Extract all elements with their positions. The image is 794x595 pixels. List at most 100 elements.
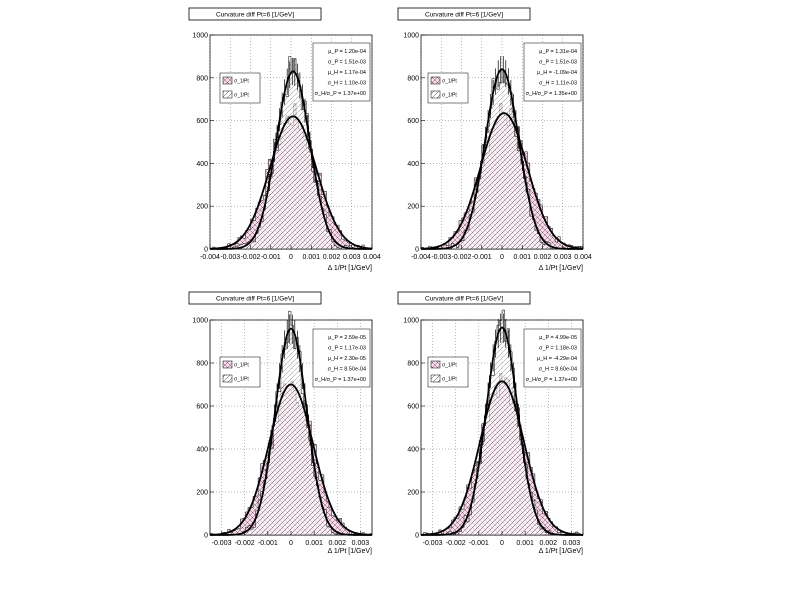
y-tick-label: 400 bbox=[196, 161, 208, 168]
x-tick-label: -0.001 bbox=[261, 254, 281, 261]
stats-box: μ_P = 1.31e-04 σ_P = 1.51e-03 μ_H = -1.0… bbox=[523, 42, 582, 102]
stat-line: σ_H = 8.60e-04 bbox=[539, 367, 577, 373]
stat-line: μ_P = 2.59e-05 bbox=[328, 335, 366, 341]
y-axis-ticks: 0 200 400 600 800 1000 bbox=[403, 33, 425, 254]
legend-entry: σ_1/Pt bbox=[442, 79, 457, 85]
x-tick-label: -0.001 bbox=[258, 540, 278, 547]
x-tick-label: 0.003 bbox=[563, 540, 581, 547]
legend-swatch bbox=[430, 76, 441, 85]
gauss-fit-wide bbox=[209, 115, 373, 250]
panel-title-box bbox=[188, 7, 322, 21]
legend-entry: σ_1/Pt bbox=[442, 363, 457, 369]
y-tick-label: 0 bbox=[415, 533, 419, 540]
y-tick-label: 600 bbox=[407, 404, 419, 411]
panel-title-box bbox=[188, 291, 322, 305]
stats-box: μ_P = 1.20e-04 σ_P = 1.51e-03 μ_H = 1.17… bbox=[312, 42, 371, 102]
legend-swatch bbox=[222, 90, 233, 99]
stat-line: σ_P = 1.18e-03 bbox=[539, 346, 577, 352]
y-tick-label: 800 bbox=[196, 75, 208, 82]
histograms bbox=[420, 309, 584, 536]
x-tick-label: 0 bbox=[500, 254, 504, 261]
x-tick-label: 0.001 bbox=[302, 254, 320, 261]
x-tick-label: -0.003 bbox=[212, 540, 232, 547]
x-axis-label: Δ 1/Pt [1/GeV] bbox=[328, 265, 372, 272]
y-tick-label: 0 bbox=[204, 247, 208, 254]
x-tick-label: 0.001 bbox=[513, 254, 531, 261]
y-tick-label: 600 bbox=[407, 118, 419, 125]
histogram-panel-3: Curvature diff Pt=6 [1/GeV] 0 200 400 600 80… bbox=[188, 291, 373, 555]
panel-title: Curvature diff Pt=6 [1/GeV] bbox=[216, 296, 294, 303]
histogram-narrow bbox=[421, 70, 584, 250]
y-tick-label: 400 bbox=[407, 161, 419, 168]
x-tick-label: -0.002 bbox=[446, 540, 466, 547]
panel-title: Curvature diff Pt=6 [1/GeV] bbox=[425, 12, 503, 19]
gauss-fit-narrow bbox=[421, 326, 583, 536]
legend-swatch bbox=[430, 374, 441, 383]
stat-line: μ_P = 1.31e-04 bbox=[539, 49, 577, 55]
x-tick-label: -0.001 bbox=[472, 254, 492, 261]
stat-line: σ_P = 1.51e-03 bbox=[328, 60, 366, 66]
y-tick-label: 1000 bbox=[403, 33, 419, 40]
x-tick-label: 0.001 bbox=[516, 540, 534, 547]
y-tick-label: 800 bbox=[407, 361, 419, 368]
x-tick-label: -0.004 bbox=[411, 254, 431, 261]
x-tick-label: 0.002 bbox=[534, 254, 552, 261]
legend-swatch bbox=[222, 374, 233, 383]
y-tick-label: 200 bbox=[407, 204, 419, 211]
y-tick-label: 600 bbox=[196, 118, 208, 125]
stat-line: μ_H = -1.09e-04 bbox=[537, 70, 577, 76]
histogram-panel-1: Curvature diff Pt=6 [1/GeV] 0 200 400 600 80… bbox=[188, 7, 381, 272]
y-axis-ticks: 0 200 400 600 800 1000 bbox=[192, 33, 214, 254]
y-tick-label: 800 bbox=[196, 361, 208, 368]
gauss-fit-wide bbox=[209, 383, 373, 536]
histograms bbox=[209, 56, 373, 250]
x-tick-label: 0 bbox=[289, 254, 293, 261]
legend-entry: σ_1/Pt bbox=[234, 93, 249, 99]
x-tick-label: 0.002 bbox=[323, 254, 341, 261]
x-tick-label: 0 bbox=[500, 540, 504, 547]
x-tick-label: -0.003 bbox=[423, 540, 443, 547]
x-tick-label: -0.002 bbox=[235, 540, 255, 547]
stats-box: μ_P = 2.59e-05 σ_P = 1.17e-03 μ_H = 2.30… bbox=[312, 328, 371, 388]
stat-line: σ_H = 8.50e-04 bbox=[328, 367, 366, 373]
x-axis-label: Δ 1/Pt [1/GeV] bbox=[539, 265, 583, 272]
x-axis-ticks: -0.003 -0.002 -0.001 0 0.001 0.002 0.003 bbox=[212, 531, 370, 547]
x-tick-label: -0.002 bbox=[452, 254, 472, 261]
histogram-panel-2: Curvature diff Pt=6 [1/GeV] 0 200 400 600 80… bbox=[397, 7, 592, 272]
x-tick-label: 0.003 bbox=[343, 254, 361, 261]
histogram-panel-4: Curvature diff Pt=6 [1/GeV] 0 200 400 600 80… bbox=[397, 291, 584, 555]
x-tick-label: 0.004 bbox=[574, 254, 592, 261]
legend-entry: σ_1/Pt bbox=[442, 93, 457, 99]
x-axis-label: Δ 1/Pt [1/GeV] bbox=[328, 548, 372, 555]
y-tick-label: 1000 bbox=[192, 33, 208, 40]
x-tick-label: -0.001 bbox=[469, 540, 489, 547]
legend-swatch bbox=[430, 90, 441, 99]
stat-line: σ_H = 1.11e-03 bbox=[539, 81, 577, 87]
x-axis-ticks: -0.004 -0.003 -0.002 -0.001 0 0.001 0.002 0.003… bbox=[200, 245, 381, 261]
legend: σ_1/Pt σ_1/Pt bbox=[427, 72, 469, 104]
legend-swatch bbox=[222, 76, 233, 85]
x-tick-label: 0.002 bbox=[540, 540, 558, 547]
legend: σ_1/Pt σ_1/Pt bbox=[219, 356, 261, 388]
x-tick-label: 0.001 bbox=[305, 540, 323, 547]
y-tick-label: 1000 bbox=[192, 318, 208, 325]
legend-swatch bbox=[430, 360, 441, 369]
legend-swatch bbox=[222, 360, 233, 369]
stats-box: μ_P = 4.99e-05 σ_P = 1.18e-03 μ_H = -4.2… bbox=[523, 328, 582, 388]
panel-title-box bbox=[397, 7, 531, 21]
histograms bbox=[420, 56, 584, 250]
stat-line: μ_H = 1.17e-04 bbox=[328, 70, 366, 76]
stat-line: σ_P = 1.51e-03 bbox=[539, 60, 577, 66]
x-tick-label: 0.003 bbox=[352, 540, 370, 547]
y-tick-label: 400 bbox=[196, 447, 208, 454]
histogram-narrow bbox=[210, 56, 372, 250]
stat-line: μ_H = -4.29e-04 bbox=[537, 356, 577, 362]
y-tick-label: 200 bbox=[196, 204, 208, 211]
panel-title: Curvature diff Pt=6 [1/GeV] bbox=[425, 296, 503, 303]
y-tick-label: 0 bbox=[204, 533, 208, 540]
stat-line: σ_P = 1.17e-03 bbox=[328, 346, 366, 352]
y-tick-label: 0 bbox=[415, 247, 419, 254]
y-axis-ticks: 0 200 400 600 800 1000 bbox=[192, 318, 214, 540]
x-axis-label: Δ 1/Pt [1/GeV] bbox=[539, 548, 583, 555]
